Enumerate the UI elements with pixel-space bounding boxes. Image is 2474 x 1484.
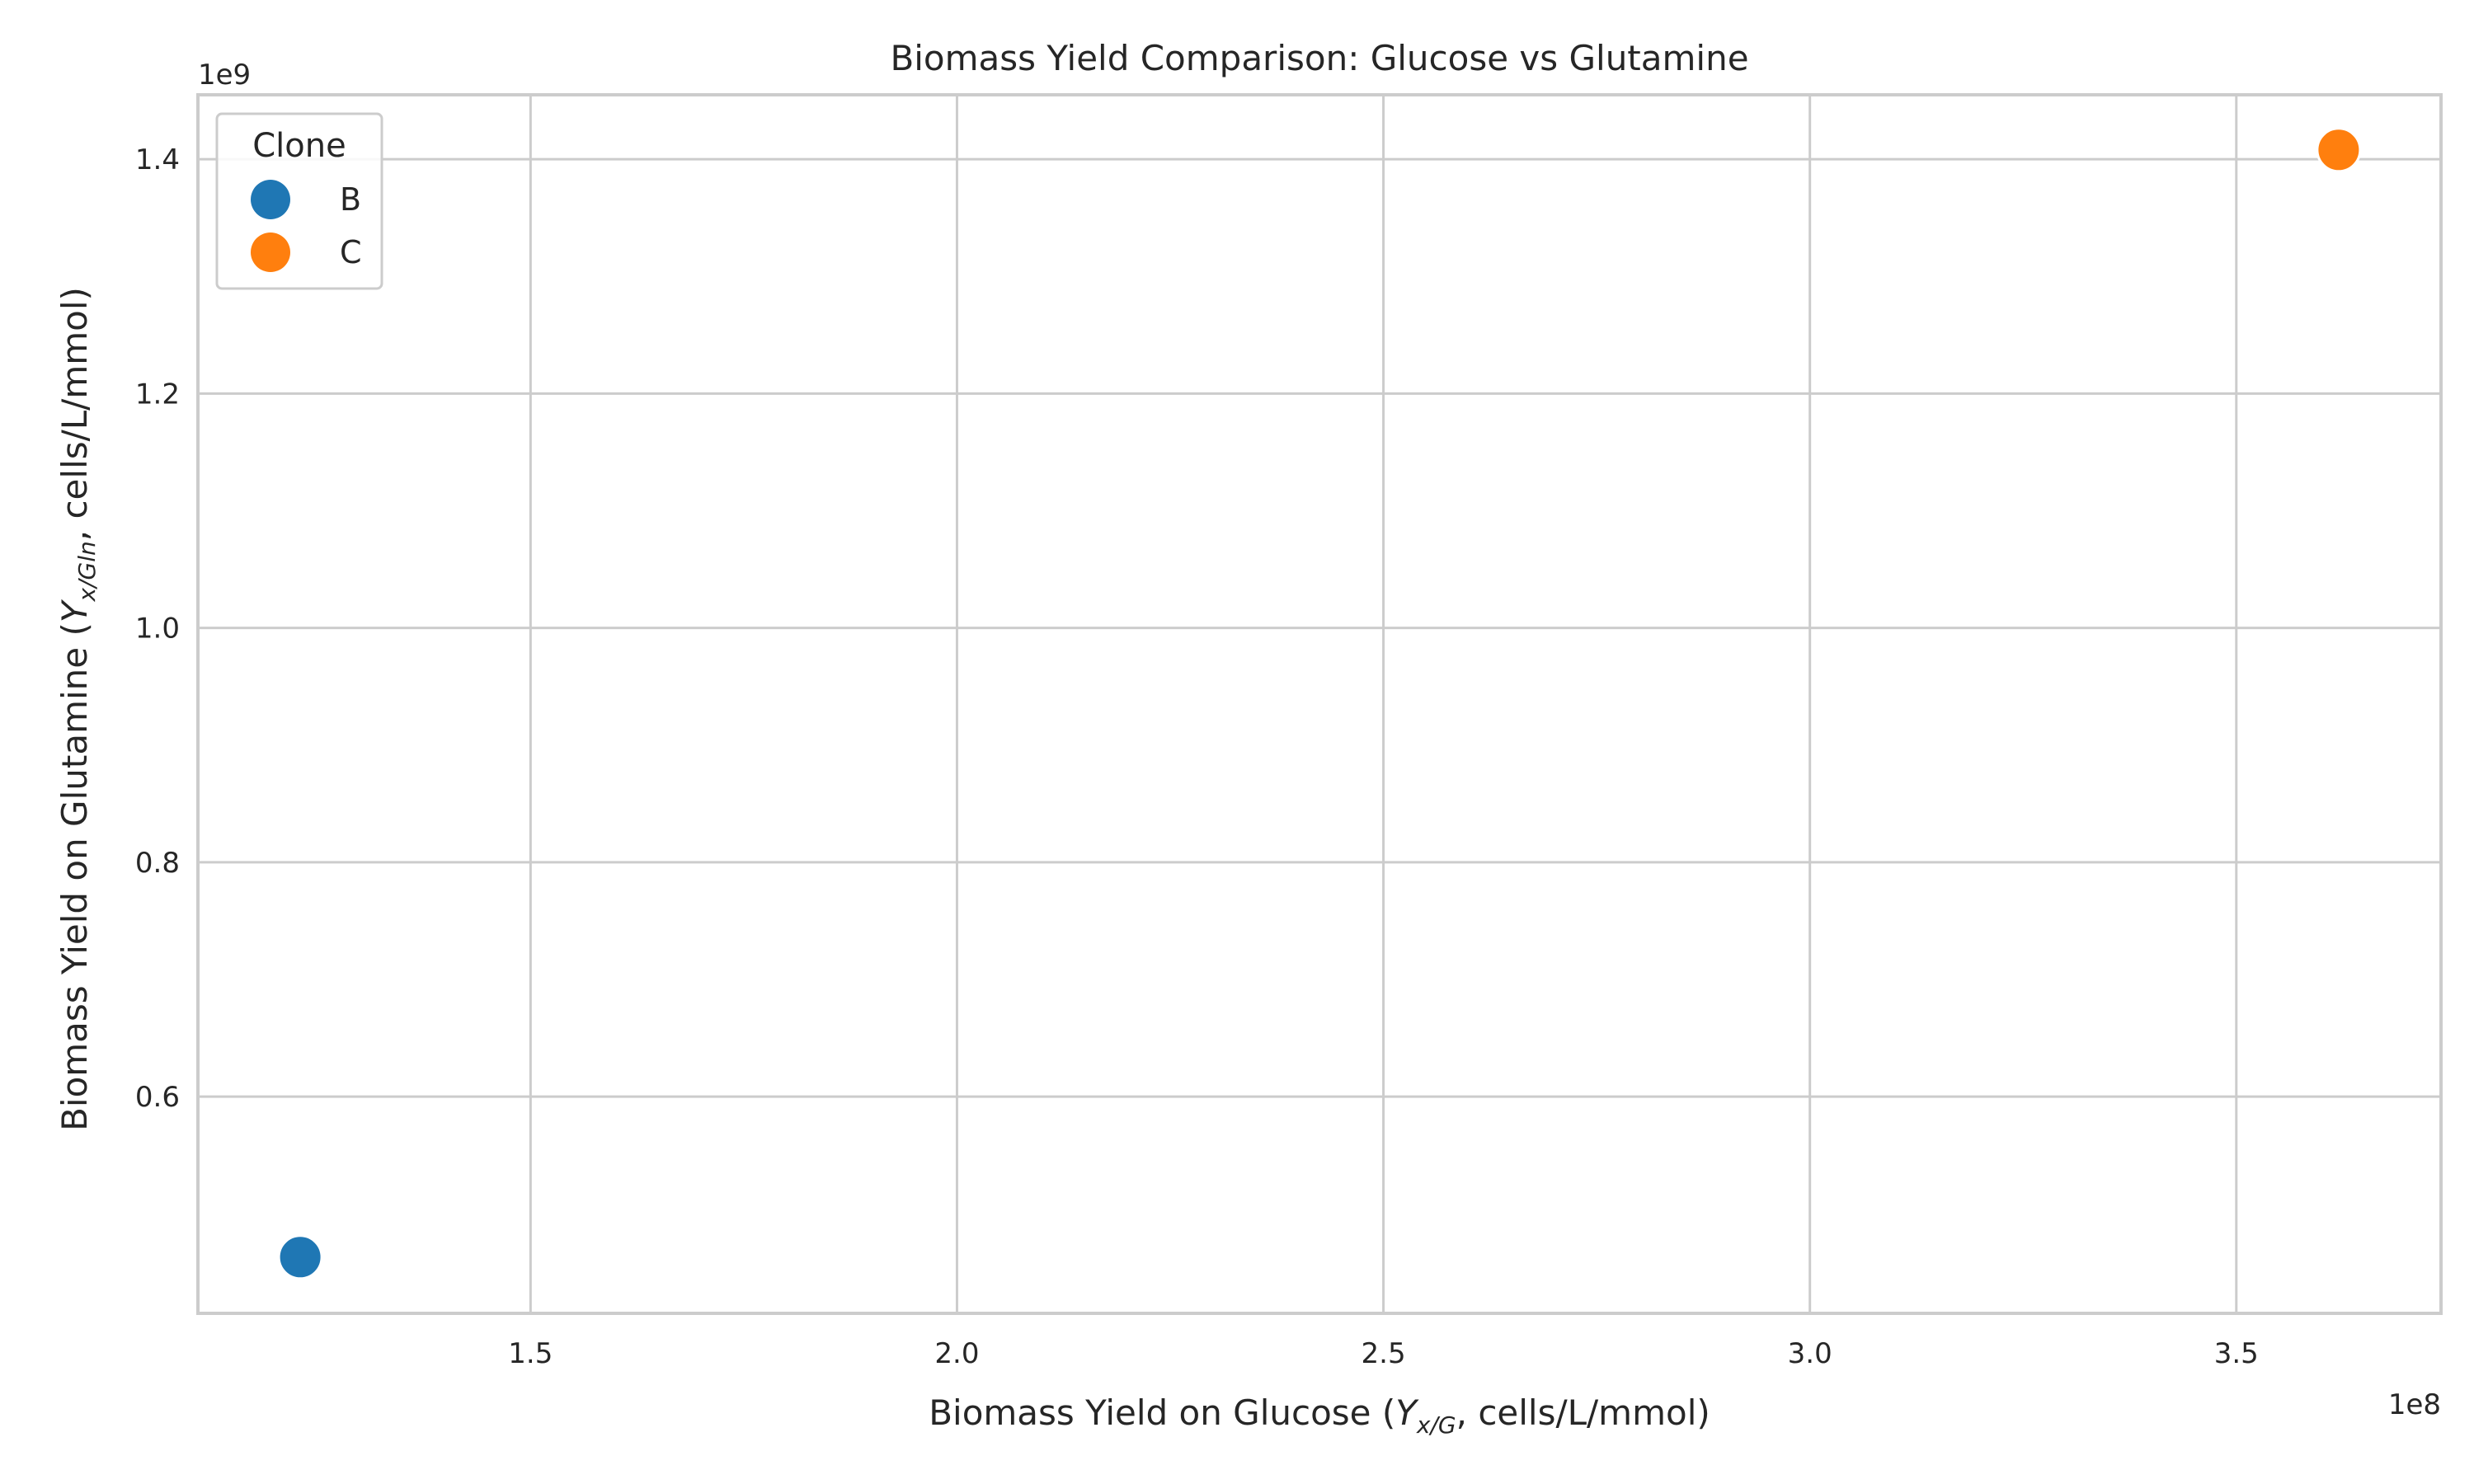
plot-frame — [196, 93, 2443, 1315]
x-offset-label: 1e8 — [2388, 1388, 2441, 1421]
tick-labels: 1.5 2.0 2.5 3.0 3.5 0.6 0.8 1.0 1.2 1.4 — [135, 143, 2259, 1370]
y-tick-label: 1.0 — [135, 613, 180, 646]
chart-title: Biomass Yield Comparison: Glucose vs Glu… — [890, 38, 1748, 78]
legend-title: Clone — [252, 127, 346, 165]
x-tick-label: 2.5 — [1362, 1337, 1406, 1370]
data-point-b — [277, 1234, 323, 1280]
legend: Clone B C — [215, 112, 383, 290]
data-point-c — [2316, 127, 2362, 173]
y-tick-label: 1.2 — [135, 378, 180, 411]
y-offset-label: 1e9 — [198, 59, 251, 92]
x-axis-label: Biomass Yield on Glucose (Yx/G, cells/L/… — [929, 1392, 1710, 1439]
y-tick-label: 1.4 — [135, 143, 180, 176]
legend-label-b: B — [340, 181, 361, 218]
grid-lines — [198, 95, 2441, 1313]
x-tick-label: 3.0 — [1788, 1337, 1832, 1370]
y-axis-label: Biomass Yield on Glutamine (Yx/Gln, cell… — [54, 287, 101, 1131]
x-tick-label: 3.5 — [2214, 1337, 2259, 1370]
data-points — [277, 127, 2362, 1280]
x-tick-label: 2.0 — [934, 1337, 979, 1370]
x-tick-label: 1.5 — [508, 1337, 553, 1370]
y-tick-label: 0.8 — [135, 847, 180, 880]
y-tick-label: 0.6 — [135, 1081, 180, 1114]
legend-label-c: C — [340, 234, 362, 270]
legend-marker-c — [251, 232, 290, 272]
legend-marker-b — [251, 180, 290, 219]
